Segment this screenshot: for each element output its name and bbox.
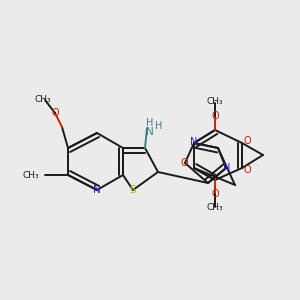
- Text: O: O: [180, 158, 188, 168]
- Text: O: O: [51, 108, 59, 118]
- Text: CH₃: CH₃: [207, 98, 223, 106]
- Text: O: O: [243, 165, 251, 175]
- Text: N: N: [190, 137, 198, 147]
- Text: N: N: [93, 185, 101, 195]
- Text: H: H: [155, 121, 163, 131]
- Text: N: N: [223, 163, 231, 173]
- Text: N: N: [146, 127, 154, 137]
- Text: O: O: [211, 111, 219, 121]
- Text: O: O: [243, 136, 251, 146]
- Text: CH₃: CH₃: [35, 94, 51, 103]
- Text: CH₃: CH₃: [207, 203, 223, 212]
- Text: S: S: [130, 185, 136, 195]
- Text: H: H: [146, 118, 154, 128]
- Text: CH₃: CH₃: [22, 170, 39, 179]
- Text: O: O: [211, 189, 219, 199]
